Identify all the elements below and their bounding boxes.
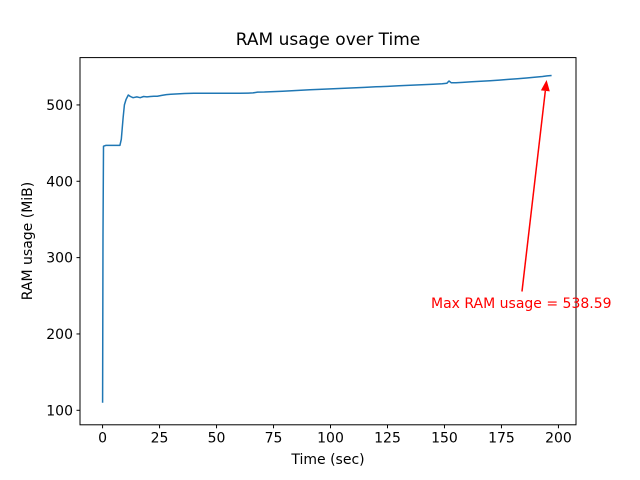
y-tick-label: 100: [46, 403, 73, 419]
ram-usage-line: [101, 74, 552, 403]
max-ram-annotation: Max RAM usage = 538.59: [431, 296, 612, 312]
x-axis-label: Time (sec): [291, 452, 365, 468]
x-tick-label: 150: [431, 430, 458, 446]
annotation-arrowhead: [540, 80, 550, 92]
y-tick-label: 400: [46, 174, 73, 190]
y-axis-label: RAM usage (MiB): [20, 181, 36, 301]
y-tick-label: 200: [46, 327, 73, 343]
x-tick-label: 25: [151, 430, 169, 446]
x-tick-label: 200: [545, 430, 572, 446]
x-tick-label: 75: [265, 430, 283, 446]
annotation-arrow: [521, 90, 547, 292]
x-tick-label: 175: [488, 430, 515, 446]
y-tick-label: 500: [46, 98, 73, 114]
chart-title: RAM usage over Time: [235, 30, 421, 50]
x-tick-label: 125: [374, 430, 401, 446]
x-tick-label: 0: [98, 430, 107, 446]
plot-spines: [79, 57, 577, 426]
y-tick-label: 300: [46, 251, 73, 267]
x-tick-label: 100: [317, 430, 344, 446]
x-tick-label: 50: [208, 430, 226, 446]
